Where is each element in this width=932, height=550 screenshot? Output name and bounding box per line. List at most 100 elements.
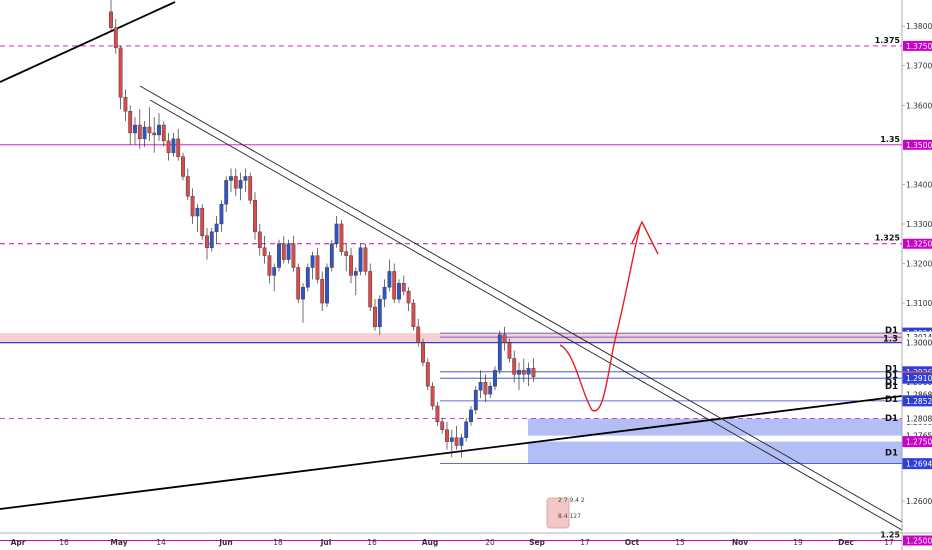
candle-body (316, 256, 319, 280)
x-tick-label: Sep (529, 538, 545, 547)
candle-body (393, 271, 396, 299)
x-tick-label: 17 (580, 538, 590, 547)
candle-body (306, 267, 309, 287)
candle-body (143, 127, 146, 139)
d1-label: D1 (885, 449, 898, 459)
y-tick-label: 1.36000 (906, 101, 932, 110)
level-label: 1.375 (875, 36, 901, 45)
candle-body (287, 244, 290, 260)
candle-body (124, 97, 127, 111)
candle-body (493, 370, 496, 386)
candle-body (354, 271, 357, 275)
x-tick-label: 20 (485, 538, 495, 547)
candle-body (431, 386, 434, 406)
candle-body (330, 244, 333, 268)
candle-body (513, 358, 516, 374)
x-tick-label: 15 (675, 538, 685, 547)
d1-label: D1 (885, 382, 898, 392)
candle-body (397, 283, 400, 299)
candle-body (239, 180, 242, 188)
candle-body (412, 303, 415, 327)
price-tag-label: 1.37500 (906, 42, 932, 51)
candle-body (489, 386, 492, 394)
candle-body (263, 248, 266, 256)
candle-body (345, 252, 348, 256)
x-tick-label: 19 (793, 538, 803, 547)
candle-body (340, 224, 343, 252)
candle-body (196, 208, 199, 216)
x-tick-label: Jun (218, 538, 232, 547)
candle-body (225, 180, 228, 204)
candle-body (268, 256, 271, 276)
candle-body (282, 244, 285, 260)
demand-zone-upper (528, 419, 902, 436)
candle-body (186, 176, 189, 196)
candle-body (460, 438, 463, 446)
candle-body (455, 438, 458, 446)
candle-body (321, 279, 324, 303)
candle-body (474, 390, 477, 410)
candle-body (522, 370, 525, 374)
candle-body (532, 368, 535, 376)
candle-body (162, 125, 165, 141)
candle-body (436, 406, 439, 422)
level-label: 1.325 (875, 234, 901, 243)
candle-body (201, 208, 204, 236)
candle-body (373, 307, 376, 327)
candle-body (364, 248, 367, 272)
candle-body (445, 430, 448, 442)
y-tick-label: 1.26000 (906, 497, 932, 506)
candle-body (359, 248, 362, 272)
candle-body (311, 256, 314, 268)
y-tick-label: 1.31000 (906, 299, 932, 308)
candle-body (388, 271, 391, 287)
x-tick-label: 16 (367, 538, 377, 547)
candle-body (114, 28, 117, 48)
candle-body (157, 125, 160, 135)
candle-body (469, 410, 472, 422)
price-tag-label: 1.25000 (906, 537, 932, 546)
level-label: 1.35 (880, 135, 900, 144)
candle-body (417, 327, 420, 343)
x-tick-label: Apr (11, 538, 26, 547)
candle-body (220, 204, 223, 224)
watermark-bottom-text: 8.4 127 (558, 513, 581, 520)
candle-body (153, 133, 156, 135)
candle-body (369, 271, 372, 307)
d1-label: D1 (885, 414, 898, 424)
candle-body (181, 157, 184, 177)
candle-body (297, 267, 300, 299)
y-tick-label: 1.34000 (906, 180, 932, 189)
y-tick-label: 1.38000 (906, 22, 932, 31)
x-tick-label: 16 (59, 538, 69, 547)
candle-body (234, 176, 237, 188)
candle-body (229, 176, 232, 180)
candle-body (119, 48, 122, 97)
x-tick-label: May (110, 538, 127, 547)
candle-body (378, 299, 381, 327)
candle-body (148, 127, 151, 133)
price-tag-label: 1.32500 (906, 240, 932, 249)
candle-body (484, 382, 487, 394)
candle-body (133, 125, 136, 133)
candle-body (167, 141, 170, 153)
price-tag-label: 1.27500 (906, 438, 932, 447)
d1-label: 1.3 (883, 334, 898, 344)
candle-body (325, 267, 328, 303)
candle-body (479, 382, 482, 390)
x-tick-label: Oct (625, 538, 640, 547)
candle-body (258, 232, 261, 248)
candle-body (426, 362, 429, 386)
candle-body (292, 244, 295, 268)
candle-body (407, 291, 410, 303)
candle-body (498, 335, 501, 371)
candle-body (349, 256, 352, 276)
candle-body (210, 232, 213, 248)
candle-body (273, 267, 276, 275)
y-tick-label: 1.32000 (906, 260, 932, 269)
price-tag-label: 1.30000 (906, 339, 932, 348)
x-tick-label: 18 (273, 538, 283, 547)
candle-body (527, 368, 530, 374)
